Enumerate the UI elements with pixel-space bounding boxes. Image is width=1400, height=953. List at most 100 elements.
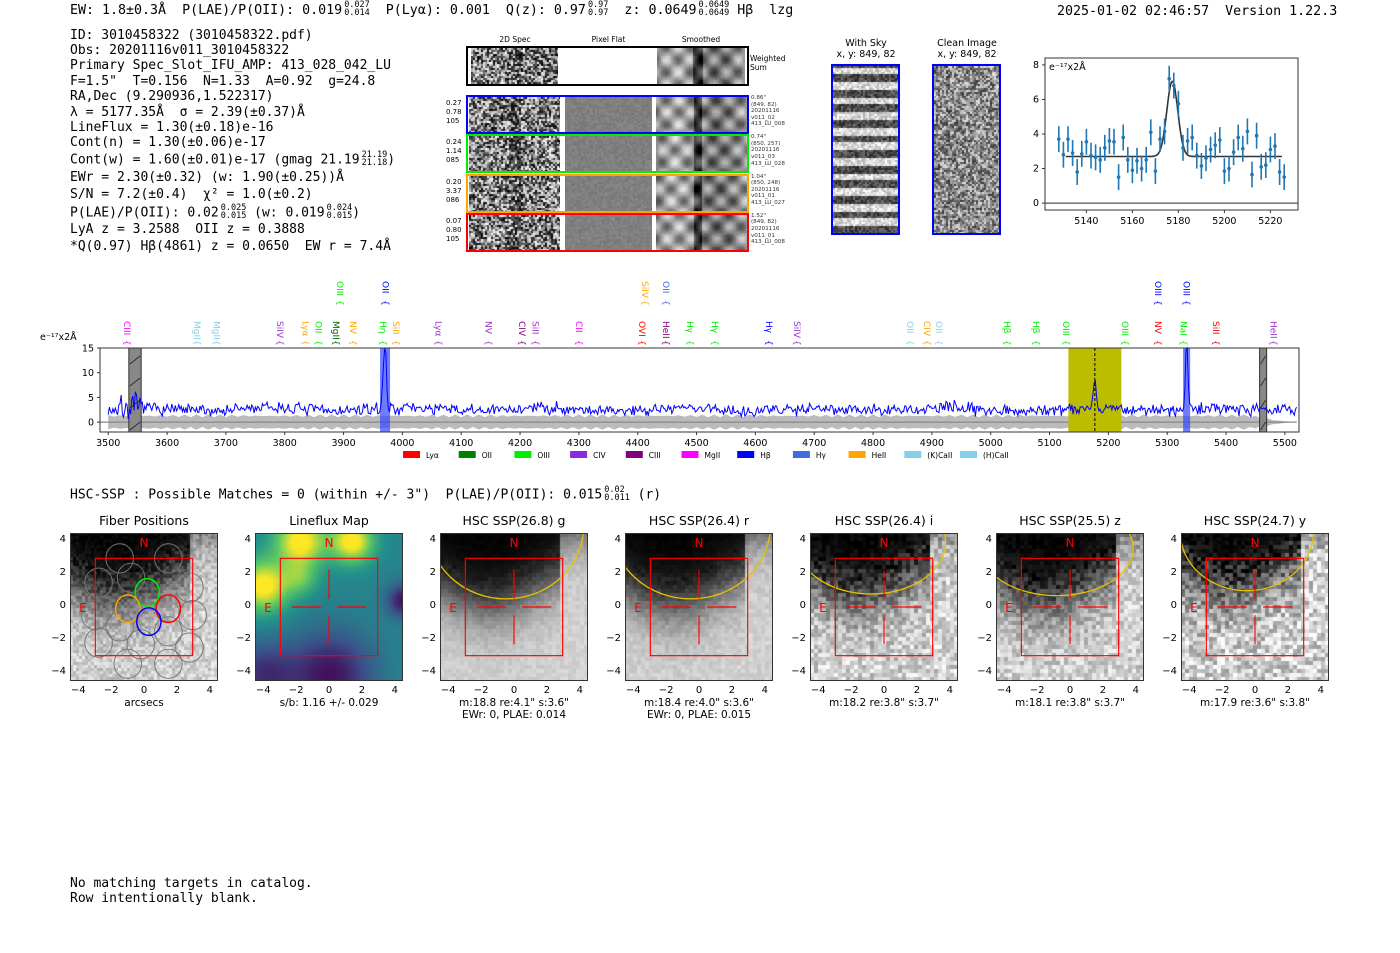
cutout-frame — [932, 64, 1001, 235]
panel-overlay: NE — [1181, 533, 1329, 681]
north-label: N — [324, 536, 333, 550]
legend-swatch — [458, 451, 476, 458]
x-tick-label: 2 — [728, 685, 736, 696]
z-range: 0.0649 0.0649 — [698, 1, 729, 18]
spectrum-x-tick-label: 4100 — [449, 438, 473, 449]
fiber-pixel-flat-image — [565, 136, 652, 172]
summary-header: EW: 1.8±0.3Å P(LAE)/P(OII): 0.019 0.027 0.… — [70, 0, 793, 18]
line-label-cii: CII — [573, 321, 583, 333]
legend-swatch — [625, 451, 643, 458]
cutout-title-line: x, y: 849, 82 — [937, 49, 997, 60]
x-tick-label: 2 — [173, 685, 181, 696]
fiber-circle — [175, 572, 204, 603]
legend-swatch — [792, 451, 810, 458]
fit-data-point — [1149, 130, 1153, 135]
fiber-weight-value: 0.24 — [446, 138, 462, 147]
line-label-bracket: { — [121, 340, 131, 346]
fit-data-point — [1080, 152, 1084, 156]
info-text: (w: 0.019 — [246, 205, 325, 221]
q-range: 0.97 0.97 — [587, 0, 609, 18]
aperture-box — [279, 557, 379, 657]
info-line: Cont(n) = 1.30(±0.06)e-17 — [70, 135, 266, 150]
spectrum-x-tick-label: 5200 — [1096, 438, 1120, 449]
fiber-circle-highlight — [114, 594, 141, 624]
masked-region — [128, 347, 142, 433]
spectrum-x-tick-label: 4500 — [684, 438, 708, 449]
line-label-bracket: { — [312, 340, 322, 346]
legend-swatch — [681, 451, 699, 458]
line-label-oii: OII — [904, 321, 914, 333]
fiber-weight-value: 105 — [446, 234, 460, 243]
fit-data-point — [1061, 152, 1066, 157]
fiber-circle — [105, 611, 134, 642]
x-tick-label: −4 — [440, 685, 456, 696]
fiber-weight-value: 105 — [446, 117, 460, 125]
x-tick-label: −2 — [1029, 685, 1045, 696]
legend-swatch — [904, 451, 922, 458]
x-tick-label: −2 — [658, 685, 674, 696]
q-upper: 0.97 — [587, 0, 609, 10]
spectrum-x-tick-label: 5500 — [1273, 438, 1297, 449]
fit-x-tick-label: 5160 — [1120, 216, 1144, 227]
panel-title: HSC SSP(24.7) y — [1203, 513, 1307, 528]
y-tick-label: 2 — [614, 567, 621, 579]
mask-hatch — [1260, 377, 1266, 387]
fiber-weight-value: 1.14 — [446, 147, 462, 156]
panel-title: Fiber Positions — [99, 513, 189, 528]
line-label-bracket: { — [636, 340, 646, 346]
fit-x-tick-label: 5140 — [1074, 216, 1098, 227]
y-tick-label: 2 — [799, 567, 806, 579]
plae-upper: 0.027 — [344, 0, 370, 10]
line-label-bracket: { — [347, 340, 357, 346]
legend-label: OIII — [537, 451, 550, 460]
x-tick-label: 0 — [325, 685, 333, 696]
panel-overlay: NE — [625, 533, 773, 681]
line-label-lyα: Lyα — [432, 321, 442, 337]
range-upper: 0.025 — [220, 203, 247, 213]
line-label-bracket: { — [573, 340, 583, 346]
legend-swatch — [960, 451, 977, 458]
fit-data-point — [1222, 169, 1227, 173]
fiber-weight-value: 0.27 — [446, 99, 462, 107]
y-tick-label: 0 — [799, 600, 806, 611]
panel-overlay: NE — [255, 533, 403, 681]
fit-data-point — [1241, 146, 1245, 151]
legend-label: CIII — [649, 451, 661, 460]
line-label-hη: Hη — [377, 321, 387, 333]
spectrum-unit-label: e⁻¹⁷x2Å — [40, 331, 77, 343]
fit-data-point — [1273, 144, 1277, 148]
aperture-box — [1020, 557, 1120, 657]
fit-data-point — [1126, 158, 1130, 162]
fiber-weight-value: 085 — [446, 156, 460, 165]
fiber-row-frame — [466, 173, 749, 213]
y-tick-label: 4 — [1170, 534, 1177, 546]
y-tick-label: −4 — [236, 665, 251, 677]
legend-label: (K)CaII — [927, 451, 952, 460]
legend-label: HeII — [872, 451, 887, 460]
line-label-nai: NaI — [1178, 321, 1188, 336]
spectrum-x-tick-label: 3700 — [214, 438, 238, 449]
y-tick-label: 4 — [59, 534, 66, 546]
timestamp: 2025-01-02 02:46:57 — [1057, 4, 1210, 19]
spectrum-axes — [99, 347, 1300, 433]
fiber-circle — [126, 629, 156, 660]
fiber-2d-spec-image — [469, 175, 560, 211]
fiber-info-text: v011_03 — [751, 154, 775, 161]
header-ew-plae: EW: 1.8±0.3Å P(LAE)/P(OII): 0.019 — [70, 3, 343, 18]
spectrum-x-tick-label: 3600 — [155, 438, 179, 449]
spectrum-x-tick-label: 3900 — [331, 438, 355, 449]
spectrum-x-tick-label: 3500 — [96, 438, 120, 449]
east-label: E — [449, 601, 457, 615]
y-tick-label: 2 — [244, 567, 251, 579]
spectrum-x-tick-label: 4000 — [390, 438, 414, 449]
fit-data-point — [1190, 135, 1194, 140]
fiber-info-text: 20201116 — [751, 147, 780, 154]
info-line: Cont(w) = 1.60(±0.01)e-17 (gmag 21.19 21.… — [70, 151, 395, 168]
fit-data-point — [1231, 150, 1236, 154]
line-label-ciii: CIII — [121, 321, 131, 335]
line-label-oiii: OIII — [334, 281, 344, 296]
plae-range: 0.027 0.014 — [344, 0, 370, 18]
line-label-bracket: { — [210, 340, 220, 346]
fiber-info-text: 413_LU_028 — [751, 160, 785, 167]
fit-data-point — [1130, 168, 1135, 173]
